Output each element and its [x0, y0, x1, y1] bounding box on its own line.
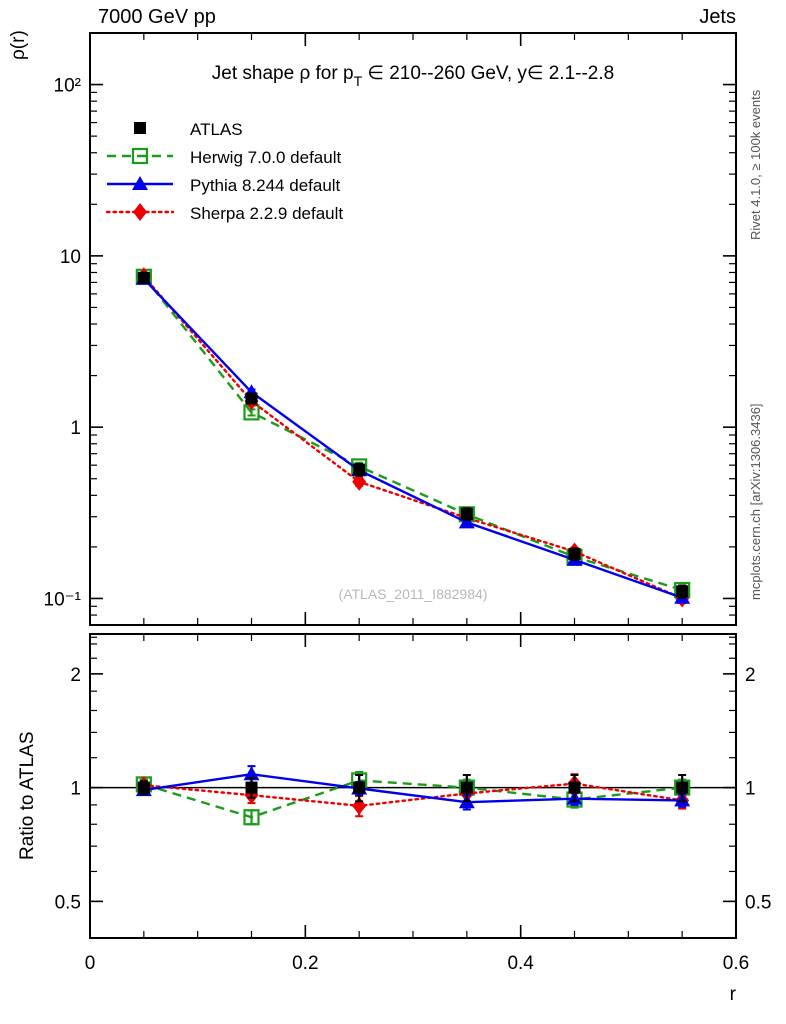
y-tick-label-ratio-left: 1: [70, 779, 81, 800]
main-panel-tick-labels: 10² 10 1 10⁻¹: [44, 76, 82, 611]
y-tick-label-ratio-left: 2: [70, 665, 81, 686]
header-beam-label: 7000 GeV pp: [98, 6, 216, 28]
y-tick-label-main: 10²: [54, 76, 81, 97]
ratio-panel-frame: [89, 633, 737, 939]
y-tick-label-ratio-right: 0.5: [745, 892, 771, 913]
legend-item-atlas: ATLAS: [134, 120, 243, 139]
data-point: [460, 781, 473, 794]
data-point: [353, 781, 366, 794]
main-series-sherpa: [136, 267, 690, 608]
data-point: [460, 507, 473, 520]
data-point: [676, 585, 689, 598]
x-tick-label: 0: [85, 953, 96, 974]
y-tick-label-ratio-right: 2: [745, 665, 756, 686]
analysis-watermark: (ATLAS_2011_I882984): [339, 586, 488, 602]
data-point: [137, 781, 150, 794]
data-point: [458, 514, 475, 529]
ratio-panel-tick-labels: 2 2 1 1 0.5 0.5: [55, 665, 772, 914]
legend-marker: [132, 176, 148, 190]
legend: ATLAS Herwig 7.0.0 default Pythia 8.244 de…: [105, 120, 343, 223]
main-panel-ticks: [89, 32, 737, 938]
data-point: [137, 271, 150, 284]
header-category-label: Jets: [699, 6, 736, 28]
y-tick-label-ratio-left: 0.5: [55, 892, 81, 913]
y-tick-label-main: 1: [70, 418, 81, 439]
data-point: [352, 472, 367, 491]
legend-marker: [131, 147, 149, 165]
title-part-a: Jet shape: [212, 63, 300, 84]
y-tick-label-main: 10: [60, 247, 81, 268]
series-line: [142, 782, 684, 808]
data-point: [245, 781, 258, 794]
ratio-series-atlas: [137, 773, 689, 803]
main-panel-series: [135, 267, 691, 608]
ratio-panel-ticks: [90, 636, 736, 939]
y-tick-label-ratio-right: 1: [745, 779, 756, 800]
x-tick-label: 0.4: [507, 953, 534, 974]
title-part-c: ∈ 210--260 GeV, y∈ 2.1--2.8: [362, 63, 614, 84]
legend-marker: [134, 122, 146, 134]
main-series-pythia: [135, 270, 691, 604]
data-point: [245, 392, 258, 405]
data-point: [243, 809, 260, 826]
legend-item-herwig: Herwig 7.0.0 default: [107, 147, 341, 167]
title-subscript-T: T: [354, 73, 363, 89]
series-line: [142, 276, 683, 592]
legend-label: Sherpa 2.2.9 default: [190, 204, 343, 223]
legend-item-pythia: Pythia 8.244 default: [107, 176, 341, 195]
legend-label: ATLAS: [190, 120, 243, 139]
series-line: [143, 773, 683, 804]
legend-item-sherpa: Sherpa 2.2.9 default: [105, 203, 343, 223]
y-axis-label-main: ρ(r): [8, 30, 29, 60]
data-point: [353, 463, 366, 476]
x-tick-label: 0.6: [723, 953, 749, 974]
data-point: [676, 781, 689, 794]
x-axis-tick-labels: 0 0.2 0.4 0.6: [85, 953, 750, 974]
main-panel-frame: [89, 32, 737, 626]
series-line: [142, 277, 683, 599]
y-axis-label-ratio: Ratio to ATLAS: [17, 732, 38, 861]
legend-marker: [133, 203, 147, 221]
x-tick-label: 0.2: [292, 953, 318, 974]
legend-label: Herwig 7.0.0 default: [190, 148, 341, 167]
side-label-rivet: Rivet 4.1.0, ≥ 100k events: [748, 89, 763, 240]
title-part-b: for p: [310, 63, 353, 84]
side-label-mcplots: mcplots.cern.ch [arXiv:1306.3436]: [748, 403, 763, 600]
x-axis-label: r: [730, 984, 737, 1005]
main-series-atlas: [137, 271, 689, 599]
legend-label: Pythia 8.244 default: [190, 176, 341, 195]
data-point: [243, 766, 260, 781]
ratio-panel-series: [90, 765, 736, 826]
plot-title: Jet shape ρ for pT ∈ 210--260 GeV, y∈ 2.…: [212, 63, 614, 89]
y-tick-label-main: 10⁻¹: [44, 589, 82, 610]
series-line: [142, 275, 684, 600]
title-rho-symbol: ρ: [299, 63, 310, 84]
series-line: [143, 779, 683, 819]
data-point: [568, 547, 581, 560]
main-series-herwig: [135, 268, 691, 599]
data-point: [568, 781, 581, 794]
